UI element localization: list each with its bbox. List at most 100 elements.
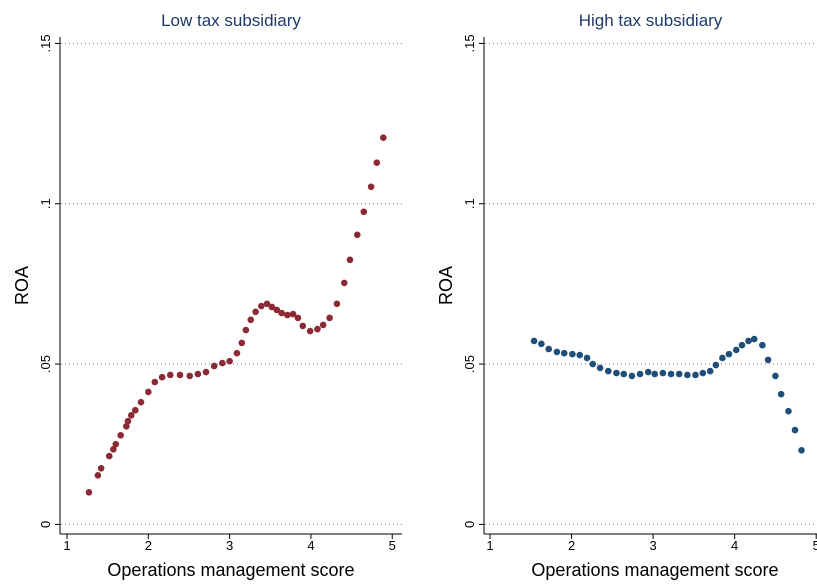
- point: [278, 309, 285, 317]
- point: [94, 472, 102, 479]
- point: [268, 303, 276, 311]
- point: [699, 369, 707, 377]
- point: [798, 447, 805, 454]
- point: [127, 412, 135, 419]
- point: [530, 337, 538, 345]
- point: [553, 348, 561, 356]
- point: [284, 311, 291, 319]
- y-tick-label: .15: [38, 34, 53, 52]
- point: [764, 356, 772, 364]
- y-axis-label: ROA: [436, 266, 456, 305]
- point: [675, 370, 683, 378]
- point: [620, 370, 628, 378]
- x-tick-label: 1: [486, 538, 493, 553]
- point: [333, 300, 341, 308]
- point: [340, 279, 348, 287]
- point: [326, 314, 333, 322]
- x-tick-label: 4: [307, 538, 314, 553]
- point: [725, 350, 733, 358]
- point: [379, 134, 387, 141]
- y-tick-label: .05: [38, 355, 53, 373]
- point: [294, 314, 302, 322]
- point: [732, 346, 740, 354]
- point: [186, 372, 194, 380]
- point: [785, 407, 792, 415]
- point: [353, 231, 361, 239]
- point: [97, 464, 105, 472]
- point: [659, 369, 667, 377]
- y-tick-label: .1: [38, 198, 53, 209]
- point: [583, 354, 591, 362]
- point: [117, 431, 124, 439]
- point: [233, 349, 241, 357]
- point: [706, 367, 714, 375]
- y-tick-label: .15: [462, 34, 477, 52]
- x-tick-label: 5: [813, 538, 817, 553]
- x-tick-label: 2: [145, 538, 152, 553]
- point: [145, 388, 152, 396]
- point: [576, 351, 584, 359]
- point: [263, 300, 271, 308]
- point: [319, 321, 327, 329]
- point: [218, 359, 226, 367]
- point: [238, 339, 246, 347]
- point: [684, 371, 691, 379]
- point: [759, 341, 766, 349]
- point: [777, 390, 785, 398]
- point: [719, 354, 726, 362]
- x-tick-label: 1: [63, 538, 70, 553]
- point: [628, 372, 636, 380]
- point: [166, 371, 174, 379]
- point: [560, 349, 568, 357]
- y-tick-label: 0: [38, 521, 53, 528]
- x-tick-label: 4: [731, 538, 738, 553]
- point: [651, 370, 659, 378]
- point: [750, 335, 758, 343]
- y-axis-label: ROA: [12, 266, 32, 305]
- point: [306, 327, 314, 335]
- point: [373, 159, 381, 166]
- point: [110, 446, 117, 453]
- point: [346, 256, 354, 264]
- point: [667, 370, 675, 378]
- point: [613, 369, 620, 377]
- point: [194, 370, 202, 378]
- point: [738, 341, 746, 349]
- point: [124, 417, 132, 425]
- point: [360, 208, 368, 216]
- point: [273, 306, 281, 314]
- point: [596, 364, 604, 372]
- chart-title: Low tax subsidiary: [161, 11, 301, 30]
- point: [123, 422, 130, 430]
- point: [745, 337, 752, 345]
- x-tick-label: 3: [226, 538, 233, 553]
- point: [299, 322, 307, 330]
- point: [636, 370, 644, 378]
- point: [158, 373, 166, 381]
- point: [314, 325, 321, 333]
- point: [252, 308, 259, 316]
- point: [644, 368, 652, 376]
- point: [202, 368, 210, 376]
- point: [105, 452, 113, 460]
- point: [247, 316, 255, 324]
- point: [569, 350, 576, 358]
- point: [367, 183, 375, 191]
- x-axis-label: Operations management score: [531, 560, 778, 580]
- x-tick-label: 3: [649, 538, 656, 553]
- point: [791, 426, 799, 434]
- point: [210, 362, 218, 370]
- chart-title: High tax subsidiary: [579, 11, 723, 30]
- point: [692, 371, 699, 379]
- point: [258, 302, 265, 310]
- point: [151, 378, 159, 386]
- point: [226, 357, 233, 365]
- point: [176, 371, 184, 379]
- point: [538, 340, 545, 348]
- point: [112, 440, 120, 448]
- x-axis-label: Operations management score: [107, 560, 354, 580]
- point: [589, 360, 597, 368]
- point: [289, 310, 297, 318]
